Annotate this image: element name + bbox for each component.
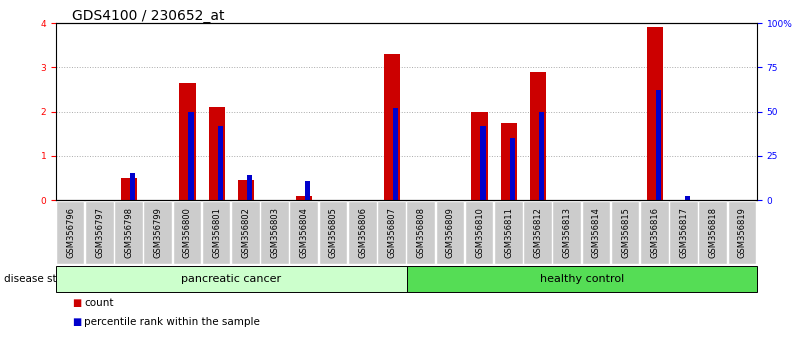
Text: GDS4100 / 230652_at: GDS4100 / 230652_at	[72, 9, 224, 23]
Bar	[655, 90, 661, 200]
Text: GSM356802: GSM356802	[241, 207, 251, 258]
Bar	[501, 122, 517, 200]
Bar	[530, 72, 546, 200]
Bar	[481, 126, 485, 200]
Bar	[646, 28, 662, 200]
Bar	[247, 175, 252, 200]
Text: GSM356811: GSM356811	[504, 207, 513, 258]
Text: GSM356819: GSM356819	[738, 207, 747, 258]
Bar	[238, 180, 254, 200]
Text: GSM356798: GSM356798	[125, 207, 134, 258]
Bar	[296, 195, 312, 200]
Text: GSM356799: GSM356799	[154, 207, 163, 258]
Bar	[121, 178, 137, 200]
Text: pancreatic cancer: pancreatic cancer	[181, 274, 281, 284]
Text: GSM356804: GSM356804	[300, 207, 309, 258]
Text: GSM356806: GSM356806	[358, 207, 367, 258]
Bar	[392, 108, 398, 200]
Bar	[305, 181, 311, 200]
Text: GSM356816: GSM356816	[650, 207, 659, 258]
Text: GSM356807: GSM356807	[388, 207, 396, 258]
Text: GSM356815: GSM356815	[621, 207, 630, 258]
Bar	[384, 54, 400, 200]
Bar	[539, 112, 544, 200]
Bar	[472, 112, 488, 200]
Text: count: count	[84, 298, 114, 308]
Text: GSM356808: GSM356808	[417, 207, 425, 258]
Text: ■: ■	[72, 298, 82, 308]
Text: GSM356810: GSM356810	[475, 207, 484, 258]
Text: percentile rank within the sample: percentile rank within the sample	[84, 317, 260, 327]
Bar	[208, 107, 225, 200]
Text: GSM356809: GSM356809	[446, 207, 455, 258]
Text: ■: ■	[72, 317, 82, 327]
Text: disease state ▶: disease state ▶	[4, 274, 85, 284]
Text: GSM356814: GSM356814	[592, 207, 601, 258]
Text: GSM356803: GSM356803	[271, 207, 280, 258]
Bar	[685, 196, 690, 200]
Bar	[130, 173, 135, 200]
Text: GSM356817: GSM356817	[679, 207, 688, 258]
Bar	[509, 138, 515, 200]
Bar	[188, 112, 194, 200]
Text: GSM356813: GSM356813	[562, 207, 572, 258]
Text: healthy control: healthy control	[540, 274, 624, 284]
Text: GSM356797: GSM356797	[95, 207, 104, 258]
Text: GSM356818: GSM356818	[709, 207, 718, 258]
Text: GSM356801: GSM356801	[212, 207, 221, 258]
Text: GSM356805: GSM356805	[329, 207, 338, 258]
Bar	[179, 83, 195, 200]
Bar	[218, 126, 223, 200]
Text: GSM356796: GSM356796	[66, 207, 75, 258]
Text: GSM356800: GSM356800	[183, 207, 192, 258]
Text: GSM356812: GSM356812	[533, 207, 542, 258]
